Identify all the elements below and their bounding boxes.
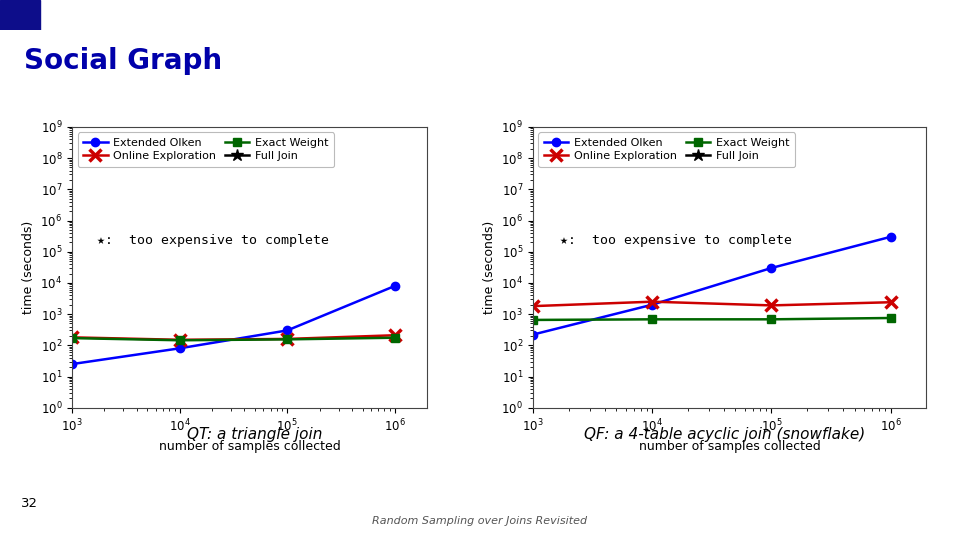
Text: QF: a 4-table acyclic join (snowflake): QF: a 4-table acyclic join (snowflake) <box>585 427 865 442</box>
Text: ★:  too expensive to complete: ★: too expensive to complete <box>97 234 329 247</box>
Y-axis label: time (seconds): time (seconds) <box>22 221 35 314</box>
Text: Social Graph: Social Graph <box>24 48 222 75</box>
X-axis label: number of samples collected: number of samples collected <box>158 440 341 453</box>
Legend: Extended Olken, Online Exploration, Exact Weight, Full Join: Extended Olken, Online Exploration, Exac… <box>78 132 334 167</box>
Bar <box>0 0 40 30</box>
Text: Random Sampling over Joins Revisited: Random Sampling over Joins Revisited <box>372 516 588 526</box>
Text: QT: a triangle join: QT: a triangle join <box>186 427 323 442</box>
Text: 32: 32 <box>21 497 38 510</box>
Y-axis label: time (seconds): time (seconds) <box>483 221 495 314</box>
Legend: Extended Olken, Online Exploration, Exact Weight, Full Join: Extended Olken, Online Exploration, Exac… <box>539 132 795 167</box>
Text: ★:  too expensive to complete: ★: too expensive to complete <box>561 234 792 247</box>
X-axis label: number of samples collected: number of samples collected <box>638 440 821 453</box>
